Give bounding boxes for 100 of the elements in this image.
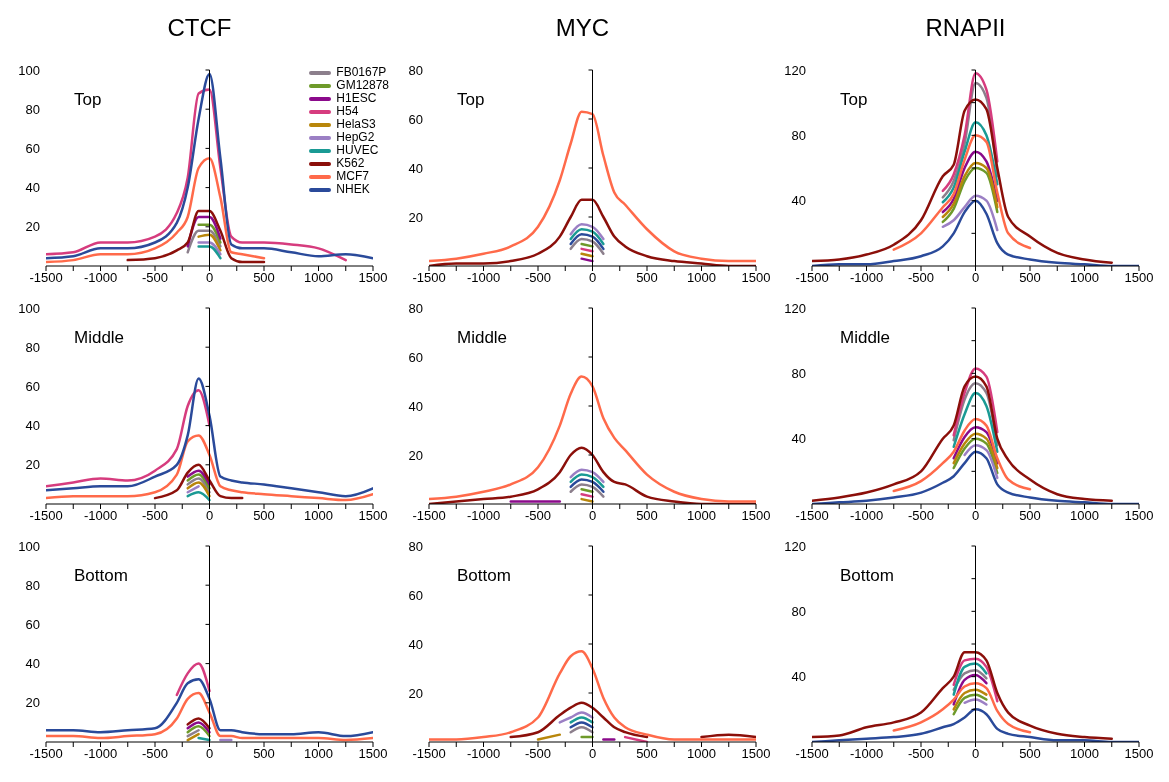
- y-tick-label: 40: [25, 656, 40, 672]
- annotation: Bottom: [457, 566, 511, 586]
- y-tick-label: 40: [791, 431, 806, 447]
- x-tick-label: 1000: [687, 746, 716, 762]
- x-tick-label: -1500: [412, 508, 446, 524]
- legend-label: HUVEC: [336, 143, 379, 157]
- annotation: Bottom: [74, 566, 128, 586]
- annotation: Middle: [457, 328, 508, 348]
- line-series: [569, 483, 605, 498]
- line-series: [569, 468, 605, 484]
- line-series: [952, 391, 999, 453]
- x-tick-label: -1500: [29, 746, 63, 762]
- legend-label: H54: [336, 104, 359, 118]
- y-tick-label: 40: [408, 160, 423, 176]
- y-tick-label: 60: [25, 141, 40, 157]
- annotation: Top: [457, 90, 485, 110]
- x-tick-label: 1500: [741, 508, 771, 524]
- line-series: [569, 237, 605, 255]
- x-tick-label: -1000: [466, 508, 501, 524]
- y-tick-label: 80: [25, 101, 40, 117]
- y-tick-label: 80: [25, 339, 40, 355]
- y-tick-label: 60: [408, 349, 423, 365]
- x-tick-label: -500: [524, 270, 552, 286]
- x-tick-label: -1500: [795, 746, 829, 762]
- x-tick-label: 0: [205, 508, 214, 524]
- x-tick-label: 1000: [1070, 746, 1099, 762]
- x-tick-label: 500: [1019, 270, 1041, 286]
- legend-label: FB0167P: [336, 65, 387, 79]
- line-series: [429, 110, 756, 263]
- line-series: [175, 662, 211, 697]
- x-tick-label: 1500: [741, 270, 771, 286]
- line-series: [952, 657, 999, 703]
- y-tick-label: 80: [791, 603, 806, 619]
- line-series: [963, 443, 999, 480]
- annotation: Top: [840, 90, 868, 110]
- line-series: [941, 121, 999, 204]
- y-tick-label: 60: [25, 617, 40, 633]
- x-tick-label: 500: [636, 746, 658, 762]
- x-tick-label: -1500: [29, 508, 63, 524]
- line-series: [46, 389, 211, 488]
- x-tick-label: -1000: [466, 270, 501, 286]
- line-series: [812, 375, 1113, 502]
- x-tick-label: -500: [141, 508, 169, 524]
- x-tick-label: 0: [205, 746, 214, 762]
- line-series: [892, 134, 1032, 251]
- x-tick-label: 1000: [687, 270, 716, 286]
- x-tick-label: -1500: [29, 270, 63, 286]
- x-tick-label: 0: [971, 508, 980, 524]
- x-tick-label: -1000: [83, 270, 118, 286]
- annotation: Middle: [74, 328, 125, 348]
- x-tick-label: 0: [205, 270, 214, 286]
- x-tick-label: 1000: [304, 270, 333, 286]
- line-series: [46, 678, 373, 738]
- y-tick-label: 40: [408, 398, 423, 414]
- x-tick-label: 1500: [1124, 270, 1154, 286]
- x-tick-label: -1000: [849, 508, 884, 524]
- legend-label: GM12878: [336, 78, 389, 92]
- x-tick-label: 1500: [358, 270, 388, 286]
- line-series: [892, 681, 1032, 734]
- y-tick-label: 80: [791, 365, 806, 381]
- x-tick-label: -500: [907, 270, 935, 286]
- y-tick-label: 100: [18, 538, 40, 554]
- line-series: [892, 417, 1032, 493]
- line-series: [569, 228, 605, 246]
- y-tick-label: 80: [25, 577, 40, 593]
- legend-label: HepG2: [336, 130, 375, 144]
- line-series: [569, 223, 605, 241]
- line-series: [952, 688, 988, 711]
- x-tick-label: 500: [253, 746, 275, 762]
- y-tick-label: 100: [18, 62, 40, 78]
- legend-label: NHEK: [336, 182, 370, 196]
- line-series: [569, 478, 605, 493]
- x-tick-label: -1000: [849, 270, 884, 286]
- x-tick-label: 1000: [1070, 508, 1099, 524]
- y-tick-label: 100: [18, 300, 40, 316]
- x-tick-label: -1000: [83, 746, 118, 762]
- x-tick-label: -500: [141, 746, 169, 762]
- y-tick-label: 120: [784, 62, 806, 78]
- x-tick-label: -1000: [849, 746, 884, 762]
- x-tick-label: -1500: [412, 746, 446, 762]
- x-tick-label: 0: [971, 746, 980, 762]
- line-series: [46, 156, 266, 264]
- x-tick-label: 500: [1019, 508, 1041, 524]
- x-tick-label: 1500: [1124, 746, 1154, 762]
- x-tick-label: -500: [524, 746, 552, 762]
- x-tick-label: -1000: [83, 508, 118, 524]
- line-series: [952, 367, 999, 437]
- annotation: Top: [74, 90, 102, 110]
- y-tick-label: 120: [784, 538, 806, 554]
- line-series: [812, 650, 1113, 740]
- y-tick-label: 40: [791, 669, 806, 685]
- y-tick-label: 20: [408, 685, 423, 701]
- annotation: Middle: [840, 328, 891, 348]
- x-tick-label: -1500: [795, 508, 829, 524]
- x-tick-label: 1500: [358, 746, 388, 762]
- x-tick-label: -500: [907, 746, 935, 762]
- x-tick-label: 1000: [1070, 270, 1099, 286]
- x-tick-label: 1000: [304, 508, 333, 524]
- y-tick-label: 80: [791, 127, 806, 143]
- x-tick-label: 0: [588, 746, 597, 762]
